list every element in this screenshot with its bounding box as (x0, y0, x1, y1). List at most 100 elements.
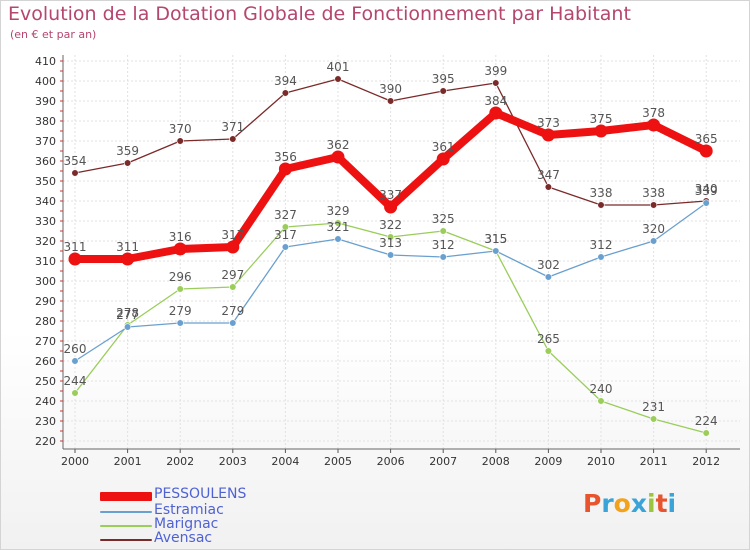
y-tick-label: 250 (35, 375, 56, 388)
data-point-estramiac (229, 319, 237, 327)
data-label-avensac: 395 (432, 72, 455, 86)
data-point-avensac (71, 169, 79, 177)
legend-swatch-pessoulens (100, 492, 152, 501)
data-label-avensac: 338 (590, 186, 613, 200)
y-tick-label: 390 (35, 95, 56, 108)
data-label-avensac: 354 (64, 154, 87, 168)
legend-label-avensac: Avensac (154, 530, 213, 546)
x-tick-label: 2002 (166, 455, 194, 468)
data-label-marignac: 297 (221, 268, 244, 282)
data-point-pessoulens (331, 150, 345, 164)
data-point-pessoulens (541, 128, 555, 142)
data-point-pessoulens (594, 124, 608, 138)
data-point-avensac (649, 201, 658, 209)
x-tick-label: 2009 (534, 455, 562, 468)
data-label-pessoulens: 378 (642, 106, 665, 120)
y-tick-label: 260 (35, 355, 56, 368)
data-point-pessoulens (121, 252, 135, 266)
data-point-estramiac (544, 273, 553, 281)
x-tick-label: 2001 (114, 455, 142, 468)
data-label-avensac: 347 (537, 168, 560, 182)
data-label-estramiac: 312 (590, 238, 613, 252)
data-label-estramiac: 339 (695, 184, 718, 198)
data-point-marignac (229, 283, 237, 291)
data-point-pessoulens (68, 252, 82, 266)
data-point-marignac (334, 219, 342, 227)
data-point-estramiac (649, 237, 658, 245)
y-tick-label: 400 (35, 75, 56, 88)
data-point-estramiac (123, 323, 132, 331)
data-label-estramiac: 315 (484, 232, 507, 246)
data-label-pessoulens: 365 (695, 132, 718, 146)
y-tick-label: 350 (35, 175, 56, 188)
y-tick-label: 230 (35, 415, 56, 428)
data-label-marignac: 329 (327, 204, 350, 218)
data-label-marignac: 231 (642, 400, 665, 414)
data-label-avensac: 359 (116, 144, 139, 158)
data-label-estramiac: 312 (432, 238, 455, 252)
data-label-estramiac: 277 (116, 308, 139, 322)
legend-label-marignac: Marignac (154, 516, 219, 532)
data-label-marignac: 315 (484, 232, 507, 246)
data-label-marignac: 240 (590, 382, 613, 396)
legend-swatch-estramiac (100, 511, 152, 513)
data-label-avensac: 340 (695, 182, 718, 196)
data-label-avensac: 338 (642, 186, 665, 200)
data-label-pessoulens: 316 (169, 230, 192, 244)
data-label-pessoulens: 362 (327, 138, 350, 152)
data-label-pessoulens: 356 (274, 150, 297, 164)
data-label-estramiac: 313 (379, 236, 402, 250)
data-point-estramiac (176, 319, 184, 327)
data-point-avensac (123, 159, 132, 167)
data-point-marignac (71, 389, 79, 397)
data-point-avensac (176, 137, 184, 145)
y-tick-label: 310 (35, 255, 56, 268)
y-tick-label: 270 (35, 335, 56, 348)
data-label-avensac: 394 (274, 74, 297, 88)
data-label-pessoulens: 375 (590, 112, 613, 126)
proxiti-logo: Proxiti (583, 489, 676, 518)
data-point-pessoulens (436, 152, 450, 166)
chart-title: Evolution de la Dotation Globale de Fonc… (8, 3, 631, 25)
data-point-estramiac (281, 243, 290, 251)
data-label-estramiac: 317 (274, 228, 297, 242)
data-point-avensac (492, 79, 500, 87)
x-tick-label: 2003 (219, 455, 247, 468)
data-label-estramiac: 321 (327, 220, 350, 234)
legend-label-pessoulens: PESSOULENS (154, 486, 247, 502)
data-label-marignac: 278 (116, 306, 139, 320)
data-point-marignac (439, 227, 447, 235)
x-tick-label: 2005 (324, 455, 352, 468)
logo-letter: i (667, 489, 677, 518)
logo-letter: i (647, 489, 656, 518)
y-tick-label: 340 (35, 195, 56, 208)
data-point-estramiac (597, 253, 605, 261)
data-point-marignac (649, 415, 658, 423)
data-point-pessoulens (173, 242, 187, 256)
x-tick-label: 2000 (61, 455, 89, 468)
data-label-pessoulens: 373 (537, 116, 560, 130)
x-tick-label: 2004 (271, 455, 299, 468)
data-label-pessoulens: 337 (379, 188, 402, 202)
data-label-avensac: 399 (484, 64, 507, 78)
data-label-avensac: 390 (379, 82, 402, 96)
data-point-marignac (387, 233, 395, 241)
data-label-pessoulens: 384 (484, 94, 507, 108)
data-point-estramiac (387, 251, 395, 259)
data-point-avensac (597, 201, 605, 209)
data-label-estramiac: 320 (642, 222, 665, 236)
data-label-estramiac: 279 (221, 304, 244, 318)
y-tick-label: 300 (35, 275, 56, 288)
data-label-estramiac: 302 (537, 258, 560, 272)
data-point-pessoulens (699, 144, 713, 158)
x-tick-label: 2012 (692, 455, 720, 468)
y-tick-label: 370 (35, 135, 56, 148)
data-point-marignac (281, 223, 290, 231)
data-point-estramiac (492, 247, 500, 255)
data-label-estramiac: 279 (169, 304, 192, 318)
y-tick-label: 380 (35, 115, 56, 128)
y-tick-label: 320 (35, 235, 56, 248)
data-label-pessoulens: 361 (432, 140, 455, 154)
data-point-estramiac (702, 199, 710, 207)
